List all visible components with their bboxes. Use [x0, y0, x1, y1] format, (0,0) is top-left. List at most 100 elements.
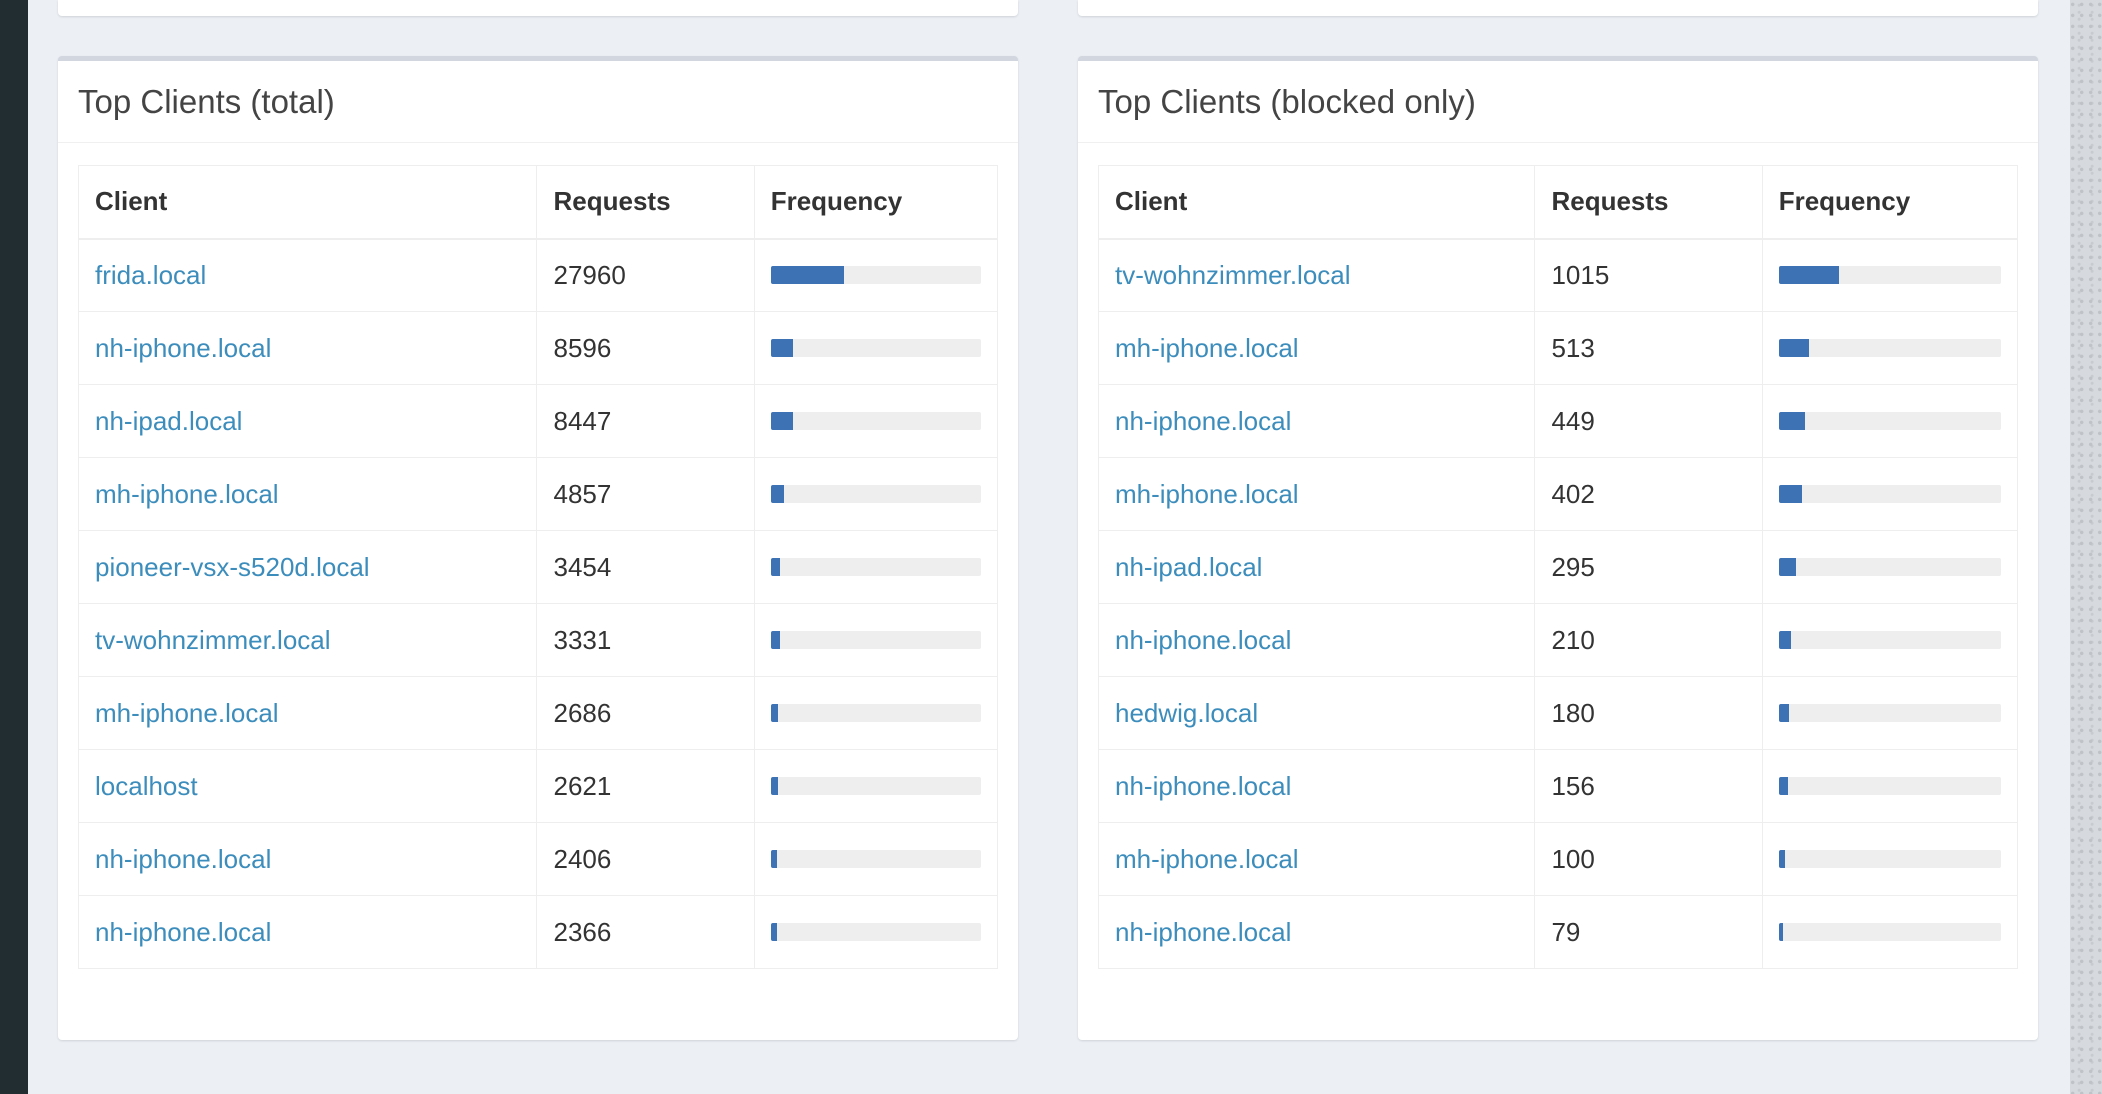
requests-count: 8596 — [536, 311, 755, 385]
requests-count: 2366 — [536, 895, 755, 969]
client-cell: tv-wohnzimmer.local — [77, 603, 538, 677]
client-cell: mh-iphone.local — [77, 676, 538, 750]
frequency-cell — [1761, 895, 2019, 969]
frequency-cell — [1761, 676, 2019, 750]
column-header-requests[interactable]: Requests — [536, 165, 755, 240]
panel-header: Top Clients (total) — [58, 61, 1018, 143]
frequency-cell — [1761, 749, 2019, 823]
frequency-cell — [753, 311, 999, 385]
client-link[interactable]: tv-wohnzimmer.local — [1115, 259, 1351, 290]
client-link[interactable]: nh-iphone.local — [1115, 770, 1292, 801]
top-clients-total-table: Client Requests Frequency frida.local 279… — [77, 165, 999, 969]
client-link[interactable]: nh-ipad.local — [95, 405, 243, 436]
requests-count: 79 — [1534, 895, 1763, 969]
client-link[interactable]: hedwig.local — [1115, 697, 1259, 728]
client-cell: nh-iphone.local — [77, 895, 538, 969]
frequency-cell — [1761, 311, 2019, 385]
table-row: nh-iphone.local 8596 — [77, 311, 999, 385]
frequency-cell — [1761, 822, 2019, 896]
requests-count: 27960 — [536, 238, 755, 312]
client-link[interactable]: nh-iphone.local — [1115, 405, 1292, 436]
column-header-requests[interactable]: Requests — [1534, 165, 1763, 240]
client-cell: tv-wohnzimmer.local — [1097, 238, 1536, 312]
frequency-cell — [753, 238, 999, 312]
column-header-client[interactable]: Client — [77, 165, 538, 240]
frequency-bar — [770, 923, 778, 941]
table-row: nh-iphone.local 449 — [1097, 384, 2019, 458]
column-header-frequency[interactable]: Frequency — [753, 165, 999, 240]
frequency-bar-track — [770, 923, 981, 941]
client-link[interactable]: mh-iphone.local — [95, 697, 279, 728]
client-cell: nh-ipad.local — [77, 384, 538, 458]
frequency-cell — [753, 676, 999, 750]
requests-count: 2406 — [536, 822, 755, 896]
client-link[interactable]: nh-iphone.local — [1115, 624, 1292, 655]
client-cell: mh-iphone.local — [1097, 457, 1536, 531]
frequency-cell — [753, 530, 999, 604]
frequency-bar-track — [1778, 266, 2001, 285]
frequency-bar-track — [770, 485, 981, 503]
client-link[interactable]: nh-iphone.local — [1115, 916, 1292, 947]
requests-count: 2686 — [536, 676, 755, 750]
panel-title: Top Clients (blocked only) — [1098, 82, 1476, 120]
client-cell: nh-iphone.local — [1097, 749, 1536, 823]
table-row: nh-ipad.local 295 — [1097, 530, 2019, 604]
client-link[interactable]: mh-iphone.local — [1115, 843, 1299, 874]
table-header-row: Client Requests Frequency — [77, 165, 999, 240]
frequency-cell — [753, 895, 999, 969]
frequency-bar — [1778, 266, 1839, 285]
table-row: mh-iphone.local 513 — [1097, 311, 2019, 385]
frequency-bar — [1778, 485, 1803, 503]
client-link[interactable]: nh-iphone.local — [95, 843, 272, 874]
frequency-cell — [753, 457, 999, 531]
frequency-bar-track — [1778, 485, 2001, 503]
window-edge-texture — [2070, 0, 2102, 1094]
table-row: pioneer-vsx-s520d.local 3454 — [77, 530, 999, 604]
client-link[interactable]: nh-iphone.local — [95, 916, 272, 947]
client-cell: frida.local — [77, 238, 538, 312]
panel-title: Top Clients (total) — [78, 82, 335, 120]
table-row: tv-wohnzimmer.local 1015 — [1097, 238, 2019, 312]
client-link[interactable]: localhost — [95, 770, 198, 801]
client-cell: mh-iphone.local — [1097, 311, 1536, 385]
client-link[interactable]: pioneer-vsx-s520d.local — [95, 551, 370, 582]
column-header-frequency[interactable]: Frequency — [1761, 165, 2019, 240]
client-cell: nh-iphone.local — [1097, 895, 1536, 969]
frequency-bar — [770, 704, 778, 722]
client-link[interactable]: mh-iphone.local — [95, 478, 279, 509]
frequency-cell — [753, 384, 999, 458]
frequency-cell — [753, 822, 999, 896]
frequency-bar-track — [1778, 777, 2001, 795]
frequency-bar — [770, 777, 778, 795]
client-link[interactable]: tv-wohnzimmer.local — [95, 624, 331, 655]
client-link[interactable]: nh-iphone.local — [95, 332, 272, 363]
requests-count: 3331 — [536, 603, 755, 677]
frequency-bar-track — [770, 704, 981, 722]
frequency-cell — [1761, 603, 2019, 677]
requests-count: 1015 — [1534, 238, 1763, 312]
table-row: tv-wohnzimmer.local 3331 — [77, 603, 999, 677]
frequency-bar-track — [770, 777, 981, 795]
frequency-cell — [1761, 238, 2019, 312]
table-row: frida.local 27960 — [77, 238, 999, 312]
frequency-cell — [753, 749, 999, 823]
client-link[interactable]: mh-iphone.local — [1115, 332, 1299, 363]
frequency-bar-track — [770, 266, 981, 285]
table-row: mh-iphone.local 2686 — [77, 676, 999, 750]
column-header-client[interactable]: Client — [1097, 165, 1536, 240]
client-cell: nh-ipad.local — [1097, 530, 1536, 604]
table-row: mh-iphone.local 4857 — [77, 457, 999, 531]
client-cell: nh-iphone.local — [1097, 603, 1536, 677]
client-link[interactable]: nh-ipad.local — [1115, 551, 1263, 582]
table-row: mh-iphone.local 100 — [1097, 822, 2019, 896]
frequency-bar-track — [1778, 923, 2001, 941]
table-row: hedwig.local 180 — [1097, 676, 2019, 750]
client-cell: mh-iphone.local — [1097, 822, 1536, 896]
client-cell: localhost — [77, 749, 538, 823]
client-cell: nh-iphone.local — [77, 311, 538, 385]
requests-count: 513 — [1534, 311, 1763, 385]
frequency-bar — [770, 631, 780, 649]
client-link[interactable]: mh-iphone.local — [1115, 478, 1299, 509]
requests-count: 156 — [1534, 749, 1763, 823]
client-link[interactable]: frida.local — [95, 259, 207, 290]
